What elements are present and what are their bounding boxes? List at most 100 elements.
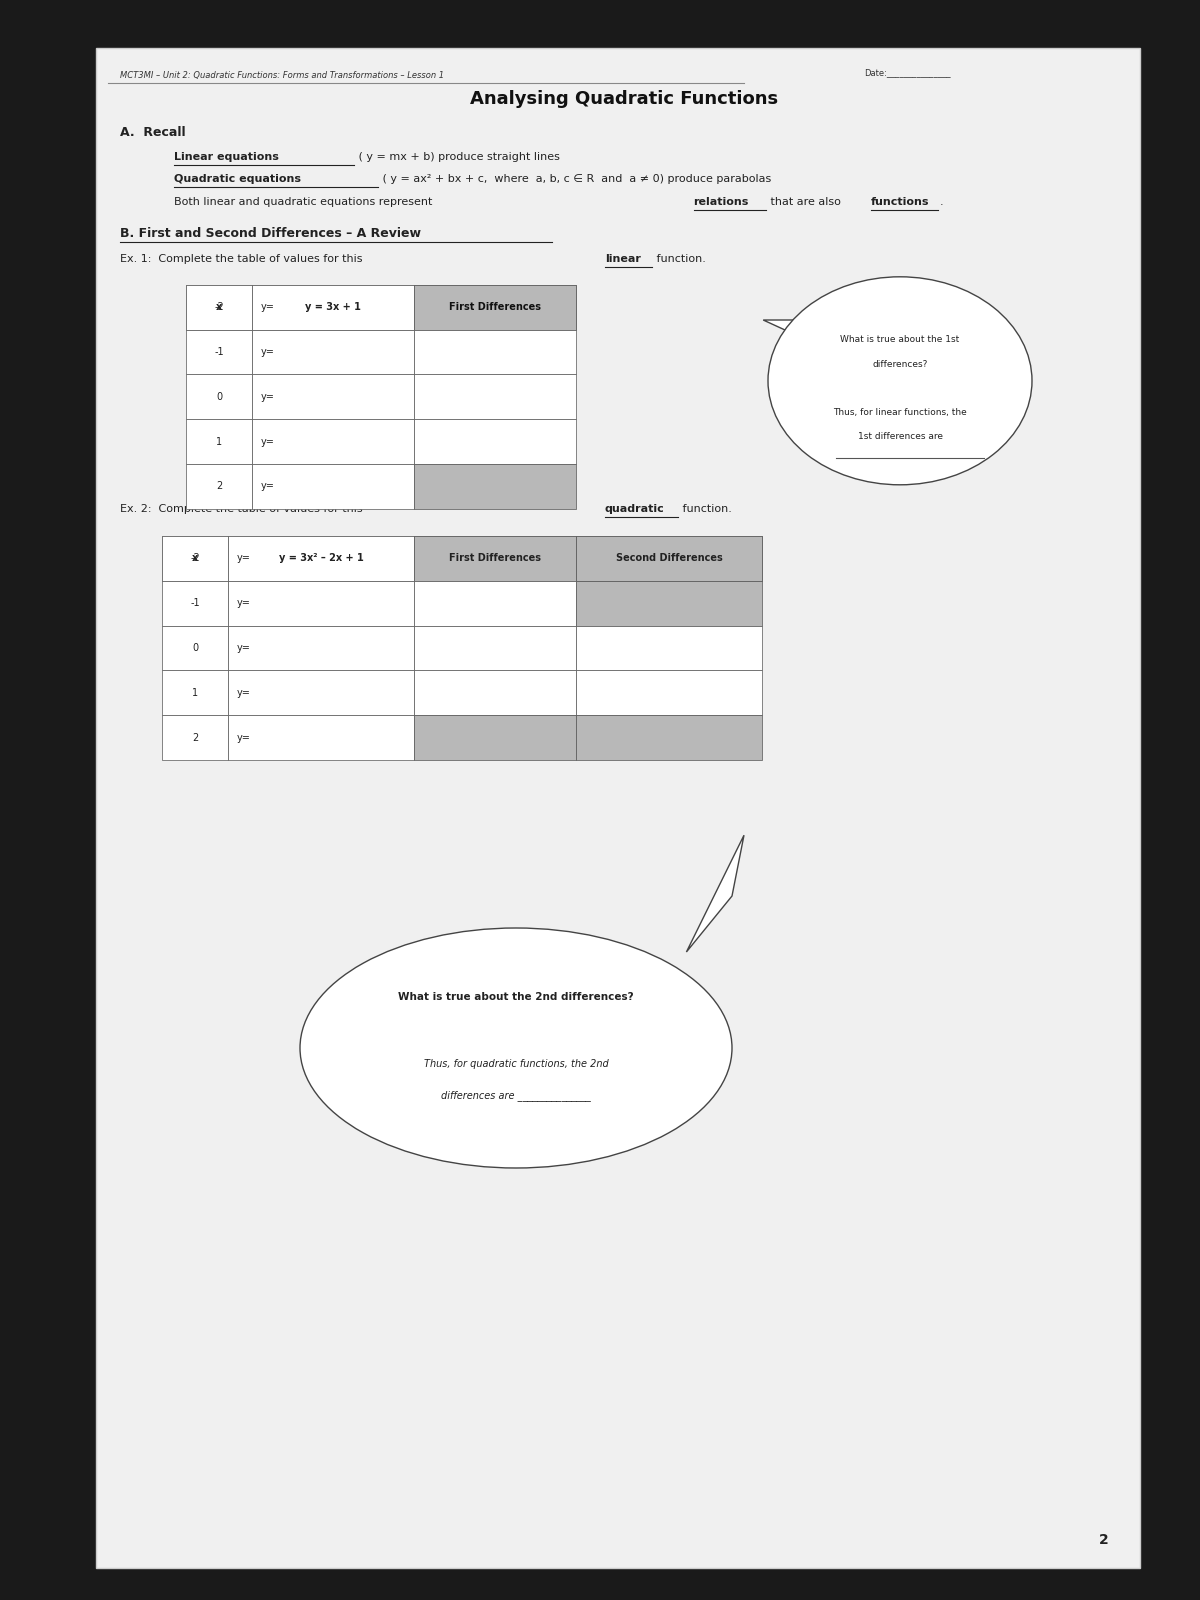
FancyBboxPatch shape xyxy=(228,670,414,715)
Text: B. First and Second Differences – A Review: B. First and Second Differences – A Revi… xyxy=(120,227,421,240)
Text: 2: 2 xyxy=(1099,1533,1109,1547)
Text: quadratic: quadratic xyxy=(605,504,665,514)
Text: x: x xyxy=(216,302,222,312)
FancyBboxPatch shape xyxy=(228,536,414,581)
Text: First Differences: First Differences xyxy=(449,554,541,563)
Text: y=: y= xyxy=(260,347,275,357)
FancyBboxPatch shape xyxy=(162,670,228,715)
FancyBboxPatch shape xyxy=(576,670,762,715)
Text: Both linear and quadratic equations represent: Both linear and quadratic equations repr… xyxy=(174,197,436,206)
Text: Quadratic equations: Quadratic equations xyxy=(174,174,301,184)
FancyBboxPatch shape xyxy=(186,374,252,419)
Text: function.: function. xyxy=(653,254,706,264)
Text: 1: 1 xyxy=(216,437,222,446)
FancyBboxPatch shape xyxy=(186,285,252,330)
FancyBboxPatch shape xyxy=(414,536,576,581)
Polygon shape xyxy=(686,835,744,952)
Text: y = 3x² – 2x + 1: y = 3x² – 2x + 1 xyxy=(278,554,364,563)
Text: ( y = mx + b) produce straight lines: ( y = mx + b) produce straight lines xyxy=(355,152,560,162)
Text: differences?: differences? xyxy=(872,360,928,370)
FancyBboxPatch shape xyxy=(414,626,576,670)
FancyBboxPatch shape xyxy=(162,715,228,760)
FancyBboxPatch shape xyxy=(414,374,576,419)
FancyBboxPatch shape xyxy=(414,715,576,760)
FancyBboxPatch shape xyxy=(414,464,576,509)
FancyBboxPatch shape xyxy=(414,670,576,715)
Text: that are also: that are also xyxy=(767,197,844,206)
Text: 0: 0 xyxy=(192,643,198,653)
Text: Date:_______________: Date:_______________ xyxy=(864,69,950,77)
Text: ( y = ax² + bx + c,  where  a, b, c ∈ R  and  a ≠ 0) produce parabolas: ( y = ax² + bx + c, where a, b, c ∈ R an… xyxy=(379,174,772,184)
Text: Analysing Quadratic Functions: Analysing Quadratic Functions xyxy=(470,90,778,109)
FancyBboxPatch shape xyxy=(228,536,414,581)
Text: y=: y= xyxy=(236,554,251,563)
Text: Second Differences: Second Differences xyxy=(616,554,722,563)
FancyBboxPatch shape xyxy=(252,330,414,374)
Ellipse shape xyxy=(768,277,1032,485)
FancyBboxPatch shape xyxy=(576,536,762,581)
Text: 1: 1 xyxy=(192,688,198,698)
FancyBboxPatch shape xyxy=(186,285,252,330)
Text: First Differences: First Differences xyxy=(449,302,541,312)
FancyBboxPatch shape xyxy=(252,464,414,509)
Text: linear: linear xyxy=(605,254,641,264)
Text: 0: 0 xyxy=(216,392,222,402)
FancyBboxPatch shape xyxy=(414,285,576,330)
Text: 2: 2 xyxy=(192,733,198,742)
FancyBboxPatch shape xyxy=(228,581,414,626)
Text: 1st differences are: 1st differences are xyxy=(858,432,942,442)
FancyBboxPatch shape xyxy=(162,536,228,581)
Text: y=: y= xyxy=(260,437,275,446)
Text: y=: y= xyxy=(236,643,251,653)
FancyBboxPatch shape xyxy=(576,536,762,581)
Text: Ex. 1:  Complete the table of values for this: Ex. 1: Complete the table of values for … xyxy=(120,254,366,264)
Ellipse shape xyxy=(300,928,732,1168)
FancyBboxPatch shape xyxy=(414,419,576,464)
Text: x: x xyxy=(192,554,198,563)
Text: y=: y= xyxy=(260,392,275,402)
Text: Thus, for linear functions, the: Thus, for linear functions, the xyxy=(833,408,967,418)
Text: y=: y= xyxy=(236,688,251,698)
Text: A.  Recall: A. Recall xyxy=(120,126,186,139)
FancyBboxPatch shape xyxy=(96,48,1140,1568)
Text: differences are _______________: differences are _______________ xyxy=(442,1091,590,1101)
Text: MCT3MI – Unit 2: Quadratic Functions: Forms and Transformations – Lesson 1: MCT3MI – Unit 2: Quadratic Functions: Fo… xyxy=(120,72,444,80)
Text: functions: functions xyxy=(871,197,930,206)
Text: y = 3x + 1: y = 3x + 1 xyxy=(305,302,361,312)
FancyBboxPatch shape xyxy=(414,330,576,374)
Text: Ex. 2:  Complete the table of values for this: Ex. 2: Complete the table of values for … xyxy=(120,504,366,514)
FancyBboxPatch shape xyxy=(228,626,414,670)
FancyBboxPatch shape xyxy=(576,715,762,760)
FancyBboxPatch shape xyxy=(576,626,762,670)
Text: y=: y= xyxy=(236,733,251,742)
Text: -2: -2 xyxy=(190,554,200,563)
FancyBboxPatch shape xyxy=(252,285,414,330)
Text: -1: -1 xyxy=(214,347,224,357)
Polygon shape xyxy=(763,320,840,355)
Text: relations: relations xyxy=(694,197,749,206)
FancyBboxPatch shape xyxy=(186,419,252,464)
Text: What is true about the 2nd differences?: What is true about the 2nd differences? xyxy=(398,992,634,1002)
Text: -2: -2 xyxy=(214,302,224,312)
FancyBboxPatch shape xyxy=(252,285,414,330)
FancyBboxPatch shape xyxy=(252,374,414,419)
Text: Linear equations: Linear equations xyxy=(174,152,278,162)
FancyBboxPatch shape xyxy=(162,626,228,670)
FancyBboxPatch shape xyxy=(162,581,228,626)
FancyBboxPatch shape xyxy=(414,581,576,626)
Text: y=: y= xyxy=(260,302,275,312)
Text: .: . xyxy=(940,197,943,206)
FancyBboxPatch shape xyxy=(186,464,252,509)
Text: y=: y= xyxy=(236,598,251,608)
Text: function.: function. xyxy=(679,504,732,514)
Text: What is true about the 1st: What is true about the 1st xyxy=(840,334,960,344)
Text: y=: y= xyxy=(260,482,275,491)
FancyBboxPatch shape xyxy=(414,536,576,581)
FancyBboxPatch shape xyxy=(228,715,414,760)
FancyBboxPatch shape xyxy=(414,285,576,330)
Text: -1: -1 xyxy=(190,598,200,608)
FancyBboxPatch shape xyxy=(162,536,228,581)
FancyBboxPatch shape xyxy=(186,330,252,374)
Text: 2: 2 xyxy=(216,482,222,491)
Text: Thus, for quadratic functions, the 2nd: Thus, for quadratic functions, the 2nd xyxy=(424,1059,608,1069)
